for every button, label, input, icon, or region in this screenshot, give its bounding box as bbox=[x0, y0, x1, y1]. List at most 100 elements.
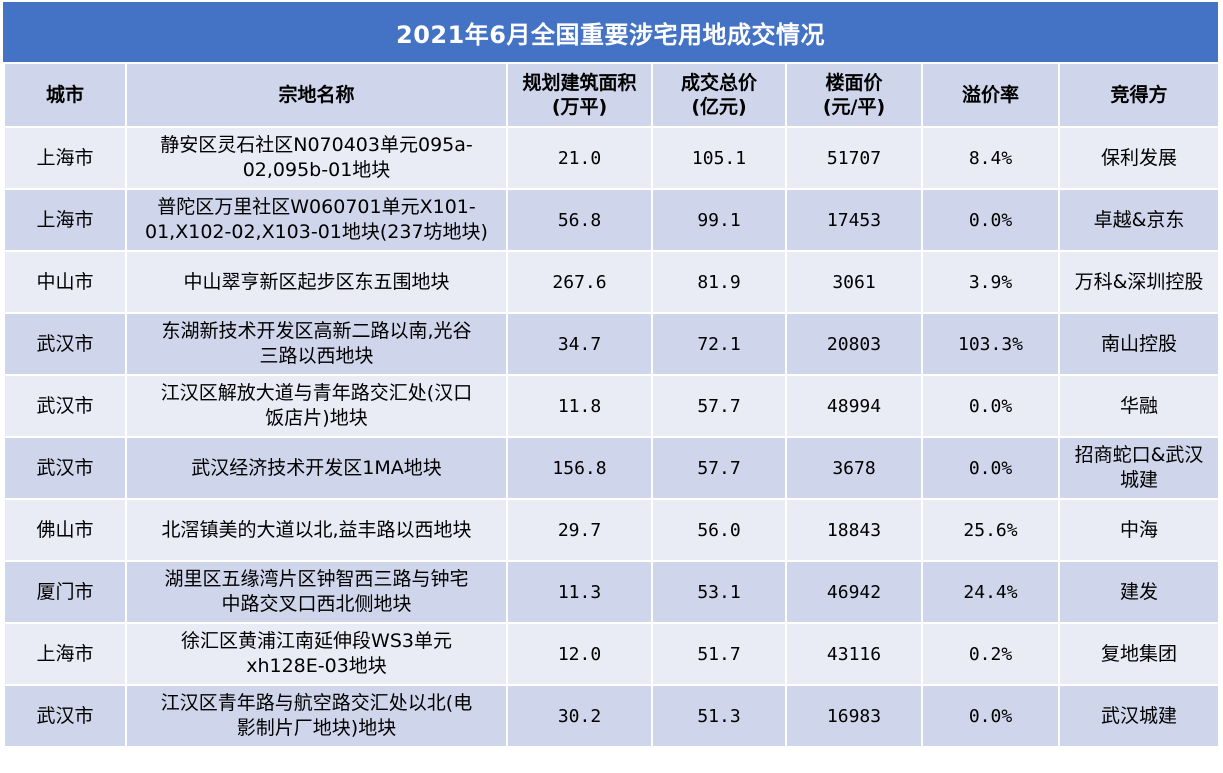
table-row: 中山市 中山翠亨新区起步区东五围地块 267.6 81.9 3061 3.9% 万科&深圳控… bbox=[3, 250, 1220, 314]
cell-parcel-text: 湖里区五缘湾片区钟智西三路与钟宅 bbox=[164, 568, 469, 590]
cell-parcel-text: 东湖新技术开发区高新二路以南,光谷 bbox=[161, 320, 472, 342]
cell-area-text: 29.7 bbox=[557, 519, 602, 541]
header-premium: 溢价率 bbox=[921, 62, 1060, 128]
header-price-line2: (亿元) bbox=[691, 96, 747, 118]
cell-winner-text: 万科&深圳控股 bbox=[1074, 270, 1204, 293]
cell-area: 11.8 bbox=[506, 374, 653, 438]
cell-premium: 103.3% bbox=[921, 312, 1060, 376]
table-body: 上海市 静安区灵石社区N070403单元095a- 02,095b-01地块 21.0… bbox=[3, 126, 1220, 748]
cell-city-text: 厦门市 bbox=[36, 580, 94, 603]
table-row: 上海市 静安区灵石社区N070403单元095a- 02,095b-01地块 21.0… bbox=[3, 126, 1220, 190]
header-city: 城市 bbox=[3, 62, 127, 128]
cell-floor-price: 16983 bbox=[785, 684, 923, 748]
cell-parcel-text: 三路以西地块 bbox=[259, 345, 374, 367]
cell-city: 佛山市 bbox=[3, 498, 127, 562]
cell-city: 武汉市 bbox=[3, 312, 127, 376]
cell-winner: 华融 bbox=[1058, 374, 1220, 438]
cell-area: 267.6 bbox=[506, 250, 653, 314]
land-transaction-report: 2021年6月全国重要涉宅用地成交情况 城市 宗地名称 规划建筑面积 (万平) 成… bbox=[3, 2, 1220, 748]
header-parcel: 宗地名称 bbox=[125, 62, 508, 128]
cell-area-text: 12.0 bbox=[557, 643, 602, 665]
header-floor-line1: 楼面价 bbox=[825, 72, 883, 94]
cell-parcel-text: 徐汇区黄浦江南延伸段WS3单元 bbox=[181, 630, 452, 652]
cell-parcel-text: 中山翠亨新区起步区东五围地块 bbox=[183, 270, 450, 293]
cell-area: 56.8 bbox=[506, 188, 653, 252]
table-row: 武汉市 江汉区青年路与航空路交汇处以北(电 影制片厂地块)地块 30.2 51.3 169… bbox=[3, 684, 1220, 748]
cell-city-text: 武汉市 bbox=[36, 332, 94, 355]
cell-area: 21.0 bbox=[506, 126, 653, 190]
cell-winner-text: 卓越&京东 bbox=[1093, 208, 1185, 231]
cell-city-text: 中山市 bbox=[36, 270, 94, 293]
cell-floor-price-text: 46942 bbox=[826, 581, 882, 603]
cell-price-text: 105.1 bbox=[691, 147, 747, 169]
cell-price-text: 81.9 bbox=[697, 271, 741, 293]
cell-area-text: 11.8 bbox=[557, 395, 602, 417]
cell-winner: 建发 bbox=[1058, 560, 1220, 624]
cell-price-text: 99.1 bbox=[697, 209, 741, 231]
cell-winner-text: 建发 bbox=[1119, 580, 1158, 603]
cell-city-text: 武汉市 bbox=[36, 456, 94, 479]
cell-premium: 3.9% bbox=[921, 250, 1060, 314]
cell-floor-price-text: 18843 bbox=[826, 519, 882, 541]
cell-parcel: 东湖新技术开发区高新二路以南,光谷 三路以西地块 bbox=[125, 312, 508, 376]
cell-premium: 8.4% bbox=[921, 126, 1060, 190]
cell-price: 53.1 bbox=[651, 560, 787, 624]
cell-city-text: 上海市 bbox=[36, 642, 94, 665]
cell-area: 29.7 bbox=[506, 498, 653, 562]
cell-price-text: 53.1 bbox=[697, 581, 741, 603]
cell-parcel-text: 北滘镇美的大道以北,益丰路以西地块 bbox=[161, 518, 472, 541]
cell-winner-text: 中海 bbox=[1119, 518, 1158, 541]
cell-winner-text: 复地集团 bbox=[1100, 642, 1177, 665]
cell-winner: 复地集团 bbox=[1058, 622, 1220, 686]
cell-parcel-text: 江汉区解放大道与青年路交汇处(汉口 bbox=[160, 382, 473, 404]
cell-area-text: 34.7 bbox=[557, 333, 602, 355]
header-row: 城市 宗地名称 规划建筑面积 (万平) 成交总价 (亿元) 楼面价 (元/平) 溢价率… bbox=[3, 62, 1220, 128]
cell-winner-text: 南山控股 bbox=[1100, 332, 1177, 355]
cell-area-text: 21.0 bbox=[557, 147, 602, 169]
cell-price-text: 57.7 bbox=[697, 395, 741, 417]
cell-city-text: 武汉市 bbox=[36, 704, 94, 727]
cell-winner-text: 武汉城建 bbox=[1100, 704, 1177, 727]
cell-premium-text: 0.0% bbox=[968, 395, 1013, 417]
header-winner: 竞得方 bbox=[1058, 62, 1220, 128]
cell-city: 上海市 bbox=[3, 188, 127, 252]
cell-premium-text: 24.4% bbox=[963, 581, 1018, 603]
cell-area: 34.7 bbox=[506, 312, 653, 376]
cell-premium-text: 8.4% bbox=[968, 147, 1013, 169]
cell-parcel-text: 中路交叉口西北侧地块 bbox=[221, 593, 412, 615]
cell-price-text: 51.7 bbox=[697, 643, 741, 665]
cell-floor-price-text: 16983 bbox=[826, 705, 882, 727]
cell-premium: 0.0% bbox=[921, 374, 1060, 438]
cell-area-text: 30.2 bbox=[557, 705, 602, 727]
cell-floor-price-text: 3678 bbox=[832, 457, 876, 479]
cell-parcel-text: 饭店片)地块 bbox=[265, 407, 368, 429]
cell-floor-price: 43116 bbox=[785, 622, 923, 686]
cell-price-text: 51.3 bbox=[697, 705, 741, 727]
cell-floor-price: 3061 bbox=[785, 250, 923, 314]
cell-parcel-text: 武汉经济技术开发区1MA地块 bbox=[191, 456, 442, 479]
cell-floor-price: 18843 bbox=[785, 498, 923, 562]
table-row: 上海市 普陀区万里社区W060701单元X101- 01,X102-02,X103-… bbox=[3, 188, 1220, 252]
cell-price: 51.3 bbox=[651, 684, 787, 748]
table-row: 厦门市 湖里区五缘湾片区钟智西三路与钟宅 中路交叉口西北侧地块 11.3 53.1 469… bbox=[3, 560, 1220, 624]
cell-city: 武汉市 bbox=[3, 684, 127, 748]
cell-parcel-text: 01,X102-02,X103-01地块(237坊地块) bbox=[145, 221, 488, 243]
cell-floor-price-text: 20803 bbox=[826, 333, 882, 355]
cell-area-text: 11.3 bbox=[557, 581, 602, 603]
cell-floor-price: 46942 bbox=[785, 560, 923, 624]
cell-premium: 0.0% bbox=[921, 436, 1060, 500]
table-title: 2021年6月全国重要涉宅用地成交情况 bbox=[3, 2, 1218, 62]
cell-area-text: 267.6 bbox=[552, 271, 607, 293]
header-price-line1: 成交总价 bbox=[680, 72, 757, 94]
cell-parcel: 静安区灵石社区N070403单元095a- 02,095b-01地块 bbox=[125, 126, 508, 190]
cell-parcel-text: 影制片厂地块)地块 bbox=[236, 717, 397, 739]
cell-price: 99.1 bbox=[651, 188, 787, 252]
header-price: 成交总价 (亿元) bbox=[651, 62, 787, 128]
cell-city-text: 武汉市 bbox=[36, 394, 94, 417]
cell-winner: 武汉城建 bbox=[1058, 684, 1220, 748]
cell-city: 中山市 bbox=[3, 250, 127, 314]
cell-price: 51.7 bbox=[651, 622, 787, 686]
cell-parcel: 北滘镇美的大道以北,益丰路以西地块 bbox=[125, 498, 508, 562]
cell-city: 厦门市 bbox=[3, 560, 127, 624]
cell-winner: 中海 bbox=[1058, 498, 1220, 562]
